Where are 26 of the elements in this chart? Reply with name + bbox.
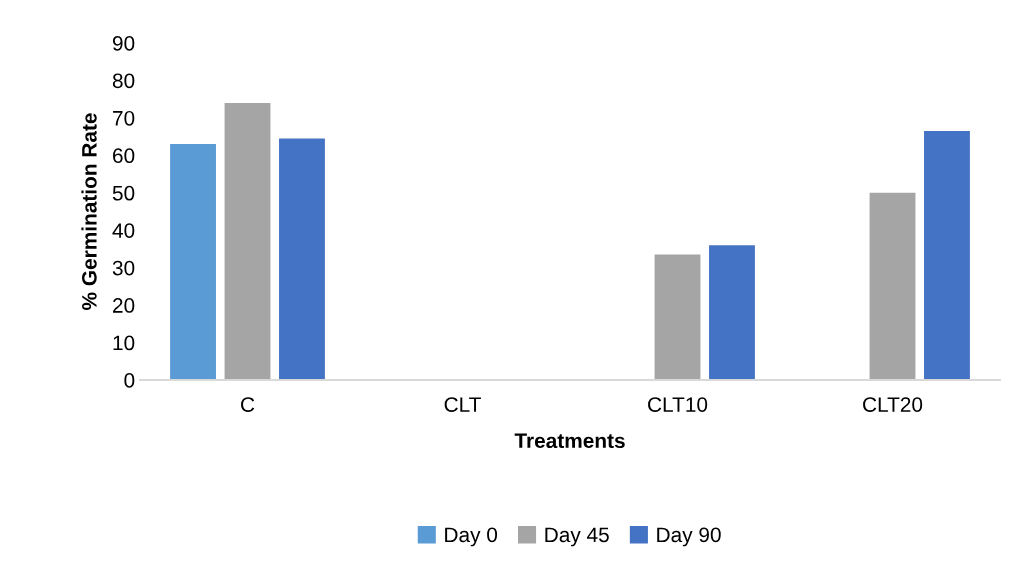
y-tick-label: 90 xyxy=(112,36,135,51)
legend-label: Day 45 xyxy=(545,527,609,547)
y-tick-label: 10 xyxy=(113,335,135,351)
y-tick-label: 40 xyxy=(112,223,135,238)
legend-label: Day 0 xyxy=(445,527,498,547)
bar xyxy=(924,130,970,380)
bar xyxy=(869,192,916,380)
y-tick-label: 70 xyxy=(113,110,135,126)
x-tick-label: CLT10 xyxy=(648,397,708,412)
bar xyxy=(224,102,271,380)
y-tick-label: 60 xyxy=(113,148,135,164)
y-tick-label: 80 xyxy=(112,73,135,89)
y-tick-label: 20 xyxy=(113,298,135,313)
y-axis-title: % Germination Rate xyxy=(81,113,97,310)
x-tick-label: CLT20 xyxy=(863,397,923,412)
x-axis-title: Treatments xyxy=(514,433,625,449)
y-tick-label: 30 xyxy=(112,260,135,276)
x-tick-label: C xyxy=(241,397,255,412)
x-tick-label: CLT xyxy=(444,397,481,412)
y-tick-label: 50 xyxy=(112,185,135,201)
legend-label: Day 90 xyxy=(657,527,721,547)
bar xyxy=(654,254,701,380)
bar xyxy=(170,144,216,380)
bar xyxy=(709,245,755,380)
bar xyxy=(279,138,325,380)
y-tick-label: 0 xyxy=(124,373,135,388)
